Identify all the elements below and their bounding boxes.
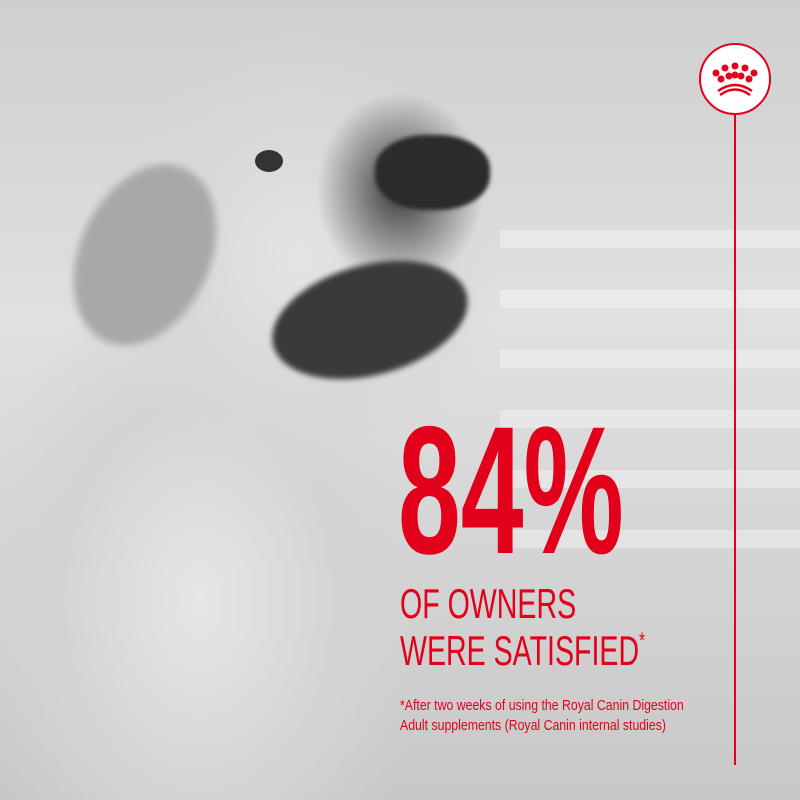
footnote-line-1: *After two weeks of using the Royal Cani… bbox=[400, 697, 684, 714]
footnote-marker: * bbox=[639, 628, 645, 653]
subtitle-line-2: WERE SATISFIED* bbox=[400, 630, 645, 672]
subtitle-line-1: OF OWNERS bbox=[400, 580, 577, 627]
headline-percentage: 84% bbox=[398, 388, 624, 592]
subtitle-text: WERE SATISFIED bbox=[400, 627, 640, 674]
brand-logo bbox=[699, 43, 771, 115]
decorative-line bbox=[734, 113, 736, 765]
footnote-line-2: Adult supplements (Royal Canin internal … bbox=[400, 717, 666, 734]
royal-crown-icon bbox=[712, 62, 758, 96]
